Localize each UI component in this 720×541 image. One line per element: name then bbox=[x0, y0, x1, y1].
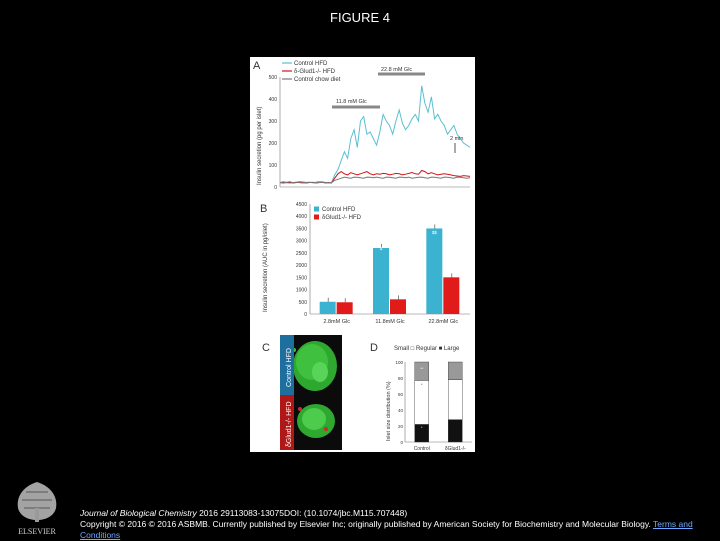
panel-d-ylabel: Islet size distribution (%) bbox=[386, 381, 392, 441]
panel-b-ytick: 500 bbox=[299, 300, 308, 306]
panel-b-ylabel: Insulin secretion (AUC in pg/islet) bbox=[263, 223, 269, 312]
islet-image-knockout: δGlud1-/- HFD bbox=[280, 395, 342, 450]
panel-b-bar bbox=[390, 299, 406, 314]
panel-b-marker: $ bbox=[380, 246, 383, 251]
panel-b-ytick: 3000 bbox=[296, 239, 307, 245]
panel-b-category-label: 2.8mM Glc bbox=[323, 319, 350, 325]
panel-d-marker: * bbox=[421, 382, 423, 387]
panel-a-series-1 bbox=[279, 169, 471, 184]
panel-a-series-2 bbox=[279, 176, 471, 184]
panel-b-category-label: 22.8mM Glc bbox=[429, 319, 459, 325]
panel-b-legend-swatch bbox=[314, 214, 319, 220]
panel-d-category-label: δGlud1-/- bbox=[445, 446, 466, 452]
elsevier-logo: ELSEVIER bbox=[6, 478, 68, 538]
panel-d-ytick: 20 bbox=[398, 424, 404, 429]
islet-image-control: Control HFD bbox=[280, 335, 342, 395]
image-label-knockout: δGlud1-/- HFD bbox=[286, 401, 293, 447]
citation-text: 2016 29113083-13075DOI: (10.1074/jbc.M11… bbox=[196, 508, 408, 518]
panel-a-ytick: 100 bbox=[269, 163, 278, 169]
panel-c-label: C bbox=[262, 342, 270, 354]
figure-svg: A Insulin secretion (pg per islet) 500 40… bbox=[253, 60, 472, 452]
copyright-text: Copyright © 2016 © 2016 ASBMB. Currently… bbox=[80, 519, 654, 529]
panel-b-legend-label: Control HFD bbox=[322, 207, 356, 213]
journal-name: Journal of Biological Chemistry bbox=[80, 508, 197, 518]
panel-d-bar-segment bbox=[414, 361, 429, 381]
panel-b-bar bbox=[373, 248, 389, 314]
panel-d-marker: * bbox=[421, 425, 423, 430]
panel-d-bar-segment bbox=[448, 361, 463, 380]
panel-d-legend: Small □ Regular ■ Large bbox=[394, 346, 460, 352]
panel-b-bar bbox=[426, 228, 443, 314]
panel-d-ytick: 60 bbox=[398, 392, 404, 397]
panel-d-bar-segment bbox=[448, 379, 463, 420]
panel-b-marker: $$ bbox=[432, 230, 438, 235]
panel-d-marker: ** bbox=[420, 366, 424, 371]
panel-d-bar-segment bbox=[414, 380, 429, 425]
panel-d-ytick: 80 bbox=[398, 376, 404, 381]
panel-a-legend-label: δ-Glud1-/- HFD bbox=[294, 69, 336, 75]
annot-22-8: 22.8 mM Glc bbox=[381, 67, 412, 73]
panel-b-marker: ** bbox=[451, 266, 455, 271]
panel-d-ytick: 0 bbox=[400, 440, 403, 445]
panel-b-bar bbox=[443, 277, 460, 314]
panel-a-axis: 500 400 300 200 100 0 bbox=[269, 75, 470, 191]
panel-a-ytick: 400 bbox=[269, 97, 278, 103]
panel-b-chart: 0 500 1000 1500 2000 2500 3000 3500 4000 4500 2.8m… bbox=[296, 202, 470, 325]
panel-a-legend-label: Control HFD bbox=[294, 61, 328, 67]
footer-citation: Journal of Biological Chemistry 2016 291… bbox=[80, 508, 700, 541]
logo-text: ELSEVIER bbox=[18, 527, 56, 536]
panel-b-bar bbox=[336, 302, 353, 314]
panel-d-bar-segment bbox=[448, 419, 463, 443]
annot-2min: 2 min bbox=[450, 136, 463, 142]
panel-a-ylabel: Insulin secretion (pg per islet) bbox=[257, 107, 263, 185]
panel-b-ytick: 2000 bbox=[296, 263, 307, 269]
panel-b-legend: Control HFD δGlud1-/- HFD bbox=[314, 206, 362, 221]
panel-d-ytick: 100 bbox=[395, 360, 403, 365]
panel-d-label: D bbox=[370, 342, 378, 354]
panel-b-label: B bbox=[260, 203, 267, 215]
panel-b-ytick: 3500 bbox=[296, 226, 307, 232]
panel-b-bar bbox=[319, 301, 336, 314]
panel-b-ytick: 4000 bbox=[296, 214, 307, 220]
panel-a-series-0 bbox=[279, 85, 471, 184]
panel-a-legend-label: Control chow diet bbox=[294, 77, 341, 83]
panel-a-ytick: 0 bbox=[274, 185, 277, 191]
terms-link[interactable]: Terms and Conditions bbox=[80, 519, 693, 540]
panel-a-ytick: 500 bbox=[269, 75, 278, 81]
panel-a-ytick: 200 bbox=[269, 141, 278, 147]
panel-b-ytick: 4500 bbox=[296, 202, 307, 208]
panel-a-legend: Control HFD δ-Glud1-/- HFD Control chow di… bbox=[282, 61, 341, 83]
panel-b-ytick: 1500 bbox=[296, 275, 307, 281]
image-label-control: Control HFD bbox=[286, 348, 293, 387]
panel-b-ytick: 1000 bbox=[296, 288, 307, 294]
panel-b-legend-swatch bbox=[314, 206, 319, 212]
panel-a-lines bbox=[279, 85, 471, 184]
panel-a-label: A bbox=[253, 60, 261, 72]
panel-d-ytick: 40 bbox=[398, 408, 404, 413]
figure-panel: A Insulin secretion (pg per islet) 500 40… bbox=[250, 57, 475, 452]
annot-11-8: 11.8 mM Glc bbox=[336, 99, 367, 105]
panel-d-category-label: Control bbox=[414, 446, 430, 452]
panel-b-ytick: 2500 bbox=[296, 251, 307, 257]
panel-b-legend-label: δGlud1-/- HFD bbox=[322, 215, 362, 221]
slide-title: FIGURE 4 bbox=[330, 10, 390, 25]
panel-b-category-label: 11.8mM Glc bbox=[375, 319, 404, 325]
panel-b-ytick: 0 bbox=[304, 312, 307, 318]
panel-a-ytick: 300 bbox=[269, 119, 278, 125]
